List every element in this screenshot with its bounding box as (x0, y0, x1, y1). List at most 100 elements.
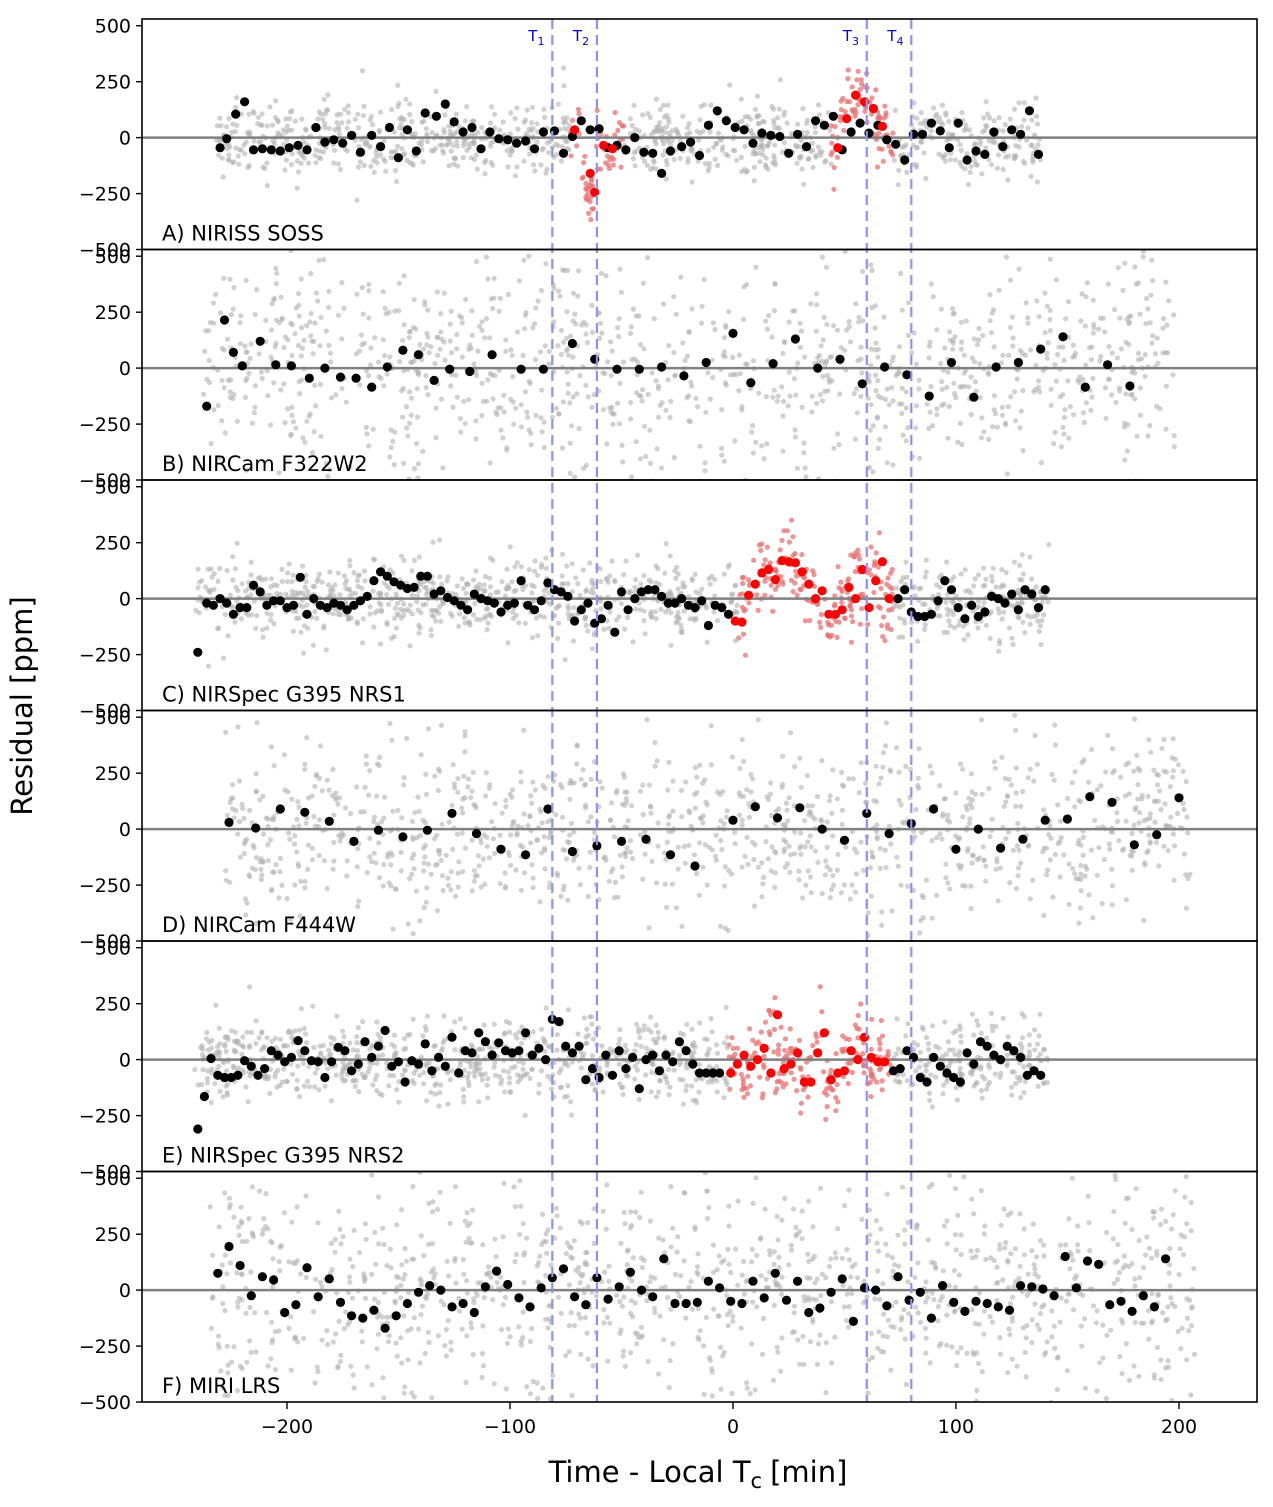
unbinned-point (1030, 159, 1035, 164)
unbinned-point (1066, 861, 1071, 866)
unbinned-point (589, 578, 594, 583)
unbinned-point (643, 852, 648, 857)
unbinned-point (637, 128, 642, 133)
unbinned-point (239, 616, 244, 621)
unbinned-point (703, 460, 708, 465)
unbinned-point (246, 483, 251, 488)
unbinned-point (988, 636, 993, 641)
unbinned-point (993, 766, 998, 771)
unbinned-point (265, 593, 270, 598)
unbinned-point (997, 115, 1002, 120)
unbinned-point (702, 277, 707, 282)
binned-point (287, 361, 296, 370)
unbinned-point (515, 560, 520, 565)
unbinned-point (482, 335, 487, 340)
unbinned-point (647, 428, 652, 433)
unbinned-point (688, 419, 693, 424)
unbinned-point (556, 621, 561, 626)
unbinned-point (523, 389, 528, 394)
unbinned-point (726, 928, 731, 933)
unbinned-point (1015, 614, 1020, 619)
unbinned-point (485, 377, 490, 382)
unbinned-point (374, 794, 379, 799)
unbinned-point (1071, 412, 1076, 417)
unbinned-point (866, 910, 871, 915)
unbinned-point (808, 833, 813, 838)
panel-3-points (142, 713, 1257, 986)
unbinned-point (732, 148, 737, 153)
unbinned-point (930, 838, 935, 843)
unbinned-point (798, 844, 803, 849)
unbinned-point (654, 880, 659, 885)
unbinned-point (607, 879, 612, 884)
binned-point (302, 145, 311, 154)
unbinned-point (628, 850, 633, 855)
unbinned-point (484, 770, 489, 775)
unbinned-point-in-event (830, 1087, 835, 1092)
unbinned-point (301, 651, 306, 656)
binned-point (717, 603, 726, 612)
unbinned-point (1122, 424, 1127, 429)
unbinned-point (1017, 577, 1022, 582)
unbinned-point (299, 117, 304, 122)
unbinned-point (1072, 871, 1077, 876)
unbinned-point (278, 856, 283, 861)
unbinned-point (392, 462, 397, 467)
binned-point (891, 140, 900, 149)
unbinned-point (628, 838, 633, 843)
unbinned-point (438, 330, 443, 335)
unbinned-point (989, 330, 994, 335)
unbinned-point (575, 581, 580, 586)
unbinned-point (712, 577, 717, 582)
unbinned-point (337, 132, 342, 137)
unbinned-point (372, 335, 377, 340)
unbinned-point-in-event (868, 572, 873, 577)
unbinned-point (590, 646, 595, 651)
unbinned-point (945, 607, 950, 612)
unbinned-point (827, 798, 832, 803)
unbinned-point (1018, 1041, 1023, 1046)
unbinned-point (294, 849, 299, 854)
unbinned-point (955, 1097, 960, 1102)
unbinned-point (624, 796, 629, 801)
unbinned-point-in-event (839, 600, 844, 605)
unbinned-point (511, 820, 516, 825)
unbinned-point-in-event (746, 600, 751, 605)
unbinned-point (719, 407, 724, 412)
unbinned-point (1001, 610, 1006, 615)
unbinned-point (331, 611, 336, 616)
unbinned-point (327, 788, 332, 793)
unbinned-point (874, 823, 879, 828)
unbinned-point (749, 430, 754, 435)
unbinned-point (506, 640, 511, 645)
unbinned-point (645, 255, 650, 260)
unbinned-point (325, 778, 330, 783)
unbinned-point (467, 145, 472, 150)
unbinned-point (510, 374, 515, 379)
unbinned-point (587, 560, 592, 565)
unbinned-point (930, 423, 935, 428)
unbinned-point (737, 813, 742, 818)
unbinned-point (220, 346, 225, 351)
unbinned-point (1110, 746, 1115, 751)
unbinned-point (1081, 853, 1086, 858)
unbinned-point (456, 624, 461, 629)
unbinned-point (648, 803, 653, 808)
unbinned-point (485, 627, 490, 632)
unbinned-point-in-event (825, 632, 830, 637)
unbinned-point (508, 832, 513, 837)
unbinned-point (311, 351, 316, 356)
unbinned-point (931, 294, 936, 299)
unbinned-point (984, 623, 989, 628)
unbinned-point (543, 556, 548, 561)
unbinned-point (1036, 142, 1041, 147)
unbinned-point-in-event (576, 107, 581, 112)
unbinned-point (878, 775, 883, 780)
unbinned-point (946, 119, 951, 124)
unbinned-point (540, 783, 545, 788)
unbinned-point (732, 438, 737, 443)
unbinned-point (1184, 779, 1189, 784)
unbinned-point (460, 810, 465, 815)
unbinned-point (739, 407, 744, 412)
unbinned-point (922, 602, 927, 607)
